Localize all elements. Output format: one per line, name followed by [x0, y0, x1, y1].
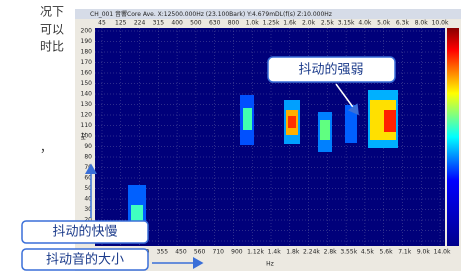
- top-tick-label: 3.15k: [338, 20, 355, 27]
- y-tick-label: 90: [84, 143, 92, 150]
- top-tick-label: 400: [171, 20, 183, 27]
- bottom-tick-label: 14.0k: [434, 249, 451, 256]
- y-tick-label: 130: [81, 101, 93, 108]
- bottom-tick-label: 1.4k: [268, 249, 282, 256]
- top-tick-label: 4.0k: [358, 20, 372, 27]
- top-tick-label: 1.6k: [283, 20, 297, 27]
- top-tick-label: 8.0k: [415, 20, 429, 27]
- bottom-tick-label: 710: [213, 249, 225, 256]
- heat-cell: [320, 120, 330, 140]
- y-tick-label: 170: [81, 59, 93, 66]
- side-text-line: 时比: [40, 40, 64, 54]
- screenshot: 况下可以时比 ， CH_001 音響Core Ave. X:12500.000Hz…: [0, 0, 461, 271]
- top-tick-label: 800: [228, 20, 240, 27]
- top-tick-label: 224: [134, 20, 146, 27]
- y-tick-label: 160: [81, 70, 93, 77]
- top-tick-label: 10.0k: [432, 20, 449, 27]
- bottom-tick-label: 4.5k: [361, 249, 375, 256]
- top-tick-label: 5.0k: [377, 20, 391, 27]
- color-bar: [447, 28, 459, 246]
- y-tick-label: 120: [81, 112, 93, 119]
- bottom-tick-label: 450: [175, 249, 187, 256]
- bottom-tick-label: 2.8k: [324, 249, 338, 256]
- bottom-tick-label: 1.8k: [286, 249, 300, 256]
- bottom-tick-label: 560: [194, 249, 206, 256]
- y-axis-label: Hz: [81, 132, 88, 140]
- side-text-line: 况下: [40, 5, 64, 19]
- y-tick-label: 190: [81, 38, 93, 45]
- heat-cell: [384, 110, 396, 132]
- y-tick-label: 140: [81, 91, 93, 98]
- annotation-text: 抖动的强弱: [298, 62, 363, 78]
- y-tick-label: 150: [81, 80, 93, 87]
- heat-cell: [288, 116, 296, 128]
- y-tick-label: 80: [84, 154, 92, 161]
- x-axis-label: Hz: [266, 261, 274, 268]
- top-tick-label: 1.25k: [263, 20, 280, 27]
- window-title: CH_001 音響Core Ave. X:12500.000Hz (23.100…: [90, 10, 332, 18]
- top-tick-label: 6.3k: [396, 20, 410, 27]
- y-tick-label: 180: [81, 49, 93, 56]
- bottom-tick-label: 1.12k: [247, 249, 264, 256]
- top-tick-label: 2.5k: [321, 20, 335, 27]
- bottom-tick-label: 2.24k: [303, 249, 320, 256]
- bottom-tick-label: 3.55k: [340, 249, 357, 256]
- bottom-tick-label: 7.1k: [398, 249, 412, 256]
- y-tick-label: 110: [81, 122, 93, 129]
- top-tick-label: 1.0k: [246, 20, 260, 27]
- annotation-text: 抖动音的大小: [46, 252, 124, 268]
- top-tick-label: 2.0k: [302, 20, 316, 27]
- bottom-tick-label: 355: [157, 249, 169, 256]
- bottom-tick-label: 9.0k: [417, 249, 431, 256]
- bottom-tick-label: 900: [231, 249, 243, 256]
- annotation-text: 抖动的快慢: [52, 224, 117, 240]
- top-tick-label: 125: [115, 20, 127, 27]
- y-tick-label: 200: [81, 28, 93, 35]
- side-text-line: 可以: [40, 23, 64, 37]
- top-tick-label: 315: [153, 20, 165, 27]
- heat-cell: [243, 108, 252, 130]
- bottom-tick-label: 5.6k: [380, 249, 394, 256]
- top-tick-label: 45: [98, 20, 106, 27]
- top-tick-label: 500: [190, 20, 202, 27]
- top-tick-label: 630: [209, 20, 221, 27]
- side-text-line: ，: [40, 141, 52, 155]
